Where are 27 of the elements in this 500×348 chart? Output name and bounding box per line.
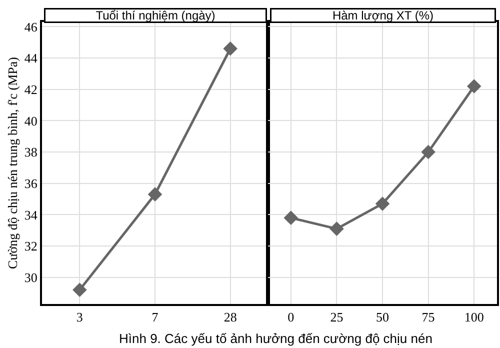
x-tick-label: 7 [152,310,159,325]
point [466,79,482,94]
point [72,282,87,298]
x-tick-label: 50 [376,310,389,325]
y-tick-label: 34 [24,207,38,222]
point [223,41,238,56]
point [330,222,344,236]
x-tick-label: 0 [288,310,294,325]
x-tick-label: 25 [330,310,344,325]
y-tick-label: 32 [24,238,38,254]
y-tick-label: 40 [24,113,38,128]
point [148,187,162,202]
text: Hình 9. Các yếu tố ảnh hưởng đến cường độ chịu nén [119,331,432,346]
x-tick-label: 100 [464,310,484,325]
y-tick-label: 44 [24,50,38,66]
point [375,196,390,211]
x-tick-label: 75 [422,310,435,325]
y-axis-title: Cường độ chịu nén trung bình, f'c (MPa) [4,57,20,269]
point [284,210,298,225]
y-tick-label: 36 [24,176,38,191]
y-tick-label: 38 [24,144,38,160]
y-tick-label: 30 [24,270,38,285]
y-tick-label: 46 [24,19,38,34]
y-tick-label: 42 [24,82,38,97]
x-tick-label: 28 [224,310,237,325]
x-tick-label: 3 [76,310,83,325]
point [421,144,436,160]
